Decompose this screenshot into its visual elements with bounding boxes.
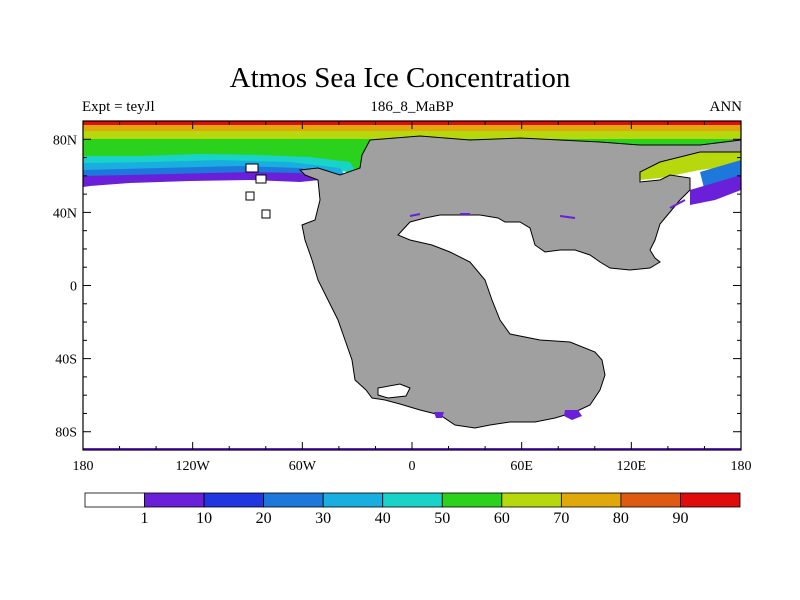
x-tick-label: 60E: [510, 459, 533, 474]
x-tick-label: 180: [731, 459, 752, 474]
land-island-small-3: [245, 191, 255, 201]
colorbar-swatch: [382, 492, 443, 508]
y-tick-label: 40S: [55, 353, 77, 368]
colorbar: 1 10 20 30 40 50 60 70 80 90: [84, 492, 741, 527]
season-label: ANN: [709, 99, 743, 115]
colorbar-swatch: [203, 492, 265, 508]
axis-ticks: [82, 120, 742, 451]
x-tick-label: 180: [73, 459, 94, 474]
colorbar-swatch: [263, 492, 324, 508]
land-island-small-4: [261, 209, 271, 219]
land-island-small-2: [255, 174, 267, 184]
colorbar-label: 40: [375, 510, 391, 527]
south-ice-patch-2: [564, 410, 582, 420]
colorbar-swatch: [84, 492, 145, 508]
case-label: 186_8_MaBP: [370, 99, 454, 115]
y-tick-label: 0: [70, 280, 77, 295]
x-tick-label: 120W: [176, 459, 211, 474]
colorbar-swatch: [144, 492, 205, 508]
colorbar-swatch: [560, 492, 622, 508]
ice-band-70: [83, 131, 741, 139]
colorbar-label: 1: [141, 510, 149, 527]
ice-east-band-30: [700, 160, 741, 192]
x-tick-label: 60W: [289, 459, 317, 474]
y-tick-label: 80S: [55, 426, 77, 441]
colorbar-swatch: [322, 492, 384, 508]
colorbar-swatch: [620, 492, 681, 508]
land-island-small-1: [245, 163, 259, 173]
colorbar-label: 10: [196, 510, 212, 527]
y-axis-labels: 80N 40N 0 40S 80S: [53, 133, 77, 440]
x-tick-label: 120E: [617, 459, 647, 474]
x-axis-labels: 180 120W 60W 0 60E 120E 180: [73, 459, 752, 474]
colorbar-label: 90: [672, 510, 688, 527]
experiment-label: Expt = teyJl: [82, 99, 155, 115]
colorbar-swatch: [441, 492, 503, 508]
map-plot-area: [83, 121, 742, 450]
map-title: Atmos Sea Ice Concentration: [229, 62, 571, 94]
colorbar-swatch: [680, 492, 741, 508]
y-tick-label: 80N: [53, 133, 77, 148]
y-tick-label: 40N: [53, 206, 77, 221]
colorbar-label: 60: [494, 510, 510, 527]
colorbar-swatch: [501, 492, 562, 508]
colorbar-label: 30: [315, 510, 331, 527]
ice-east-band-1: [690, 175, 741, 205]
ocean-gap-south: [377, 383, 411, 399]
colorbar-label: 70: [553, 510, 569, 527]
landmass: [298, 135, 742, 429]
south-ice-patch-1: [434, 412, 444, 418]
colorbar-label: 80: [613, 510, 629, 527]
x-tick-label: 0: [409, 459, 416, 474]
inland-ice-edge: [409, 199, 686, 219]
colorbar-label: 20: [256, 510, 272, 527]
colorbar-label: 50: [434, 510, 450, 527]
